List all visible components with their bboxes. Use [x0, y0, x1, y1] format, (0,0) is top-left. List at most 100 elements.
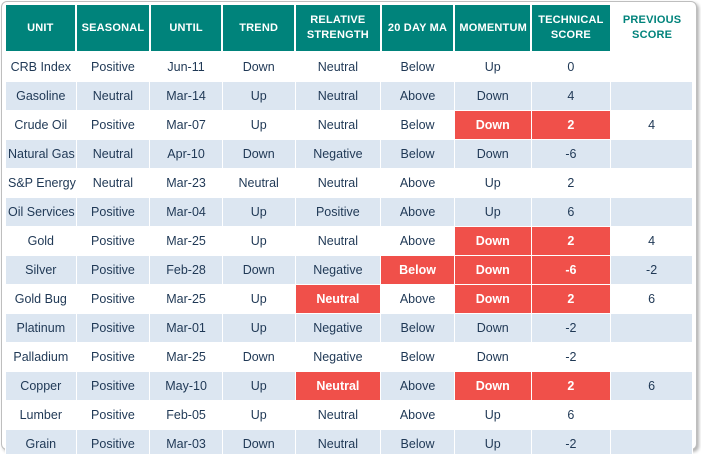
unit-cell: Copper [5, 371, 77, 401]
table-cell-technical-score: -2 [530, 342, 612, 372]
table-cell-20-day-ma: Above [380, 284, 455, 314]
table-cell-previous-score [610, 197, 693, 227]
table-cell-previous-score [610, 342, 693, 372]
table-cell-seasonal: Positive [75, 400, 151, 430]
table-cell-until: Feb-05 [149, 400, 223, 430]
table-row: Copper Positive May-10 Up Neutral Above Down 2 6 [5, 371, 693, 401]
column-header-until: UNTIL [149, 5, 224, 53]
table-cell-previous-score [610, 51, 693, 82]
column-header-relative-strength: RELATIVE STRENGTH [295, 5, 382, 53]
table-cell-until: Mar-25 [149, 342, 223, 372]
table-cell-20-day-ma: Above [380, 400, 455, 430]
table-cell-technical-score: -6 [530, 139, 612, 169]
table-cell-relative-strength: Neutral [294, 400, 382, 430]
table-cell-20-day-ma: Above [380, 371, 455, 401]
table-cell-previous-score: 4 [610, 226, 693, 256]
table-cell-trend: Down [221, 342, 296, 372]
table-cell-previous-score [610, 139, 693, 169]
table-cell-previous-score [610, 429, 693, 454]
unit-cell: Grain [5, 429, 77, 454]
table-cell-momentum: Down [453, 110, 532, 140]
unit-cell: Silver [5, 255, 77, 285]
table-cell-momentum: Down [453, 139, 532, 169]
table-cell-20-day-ma: Above [380, 226, 455, 256]
table-row: Gold Positive Mar-25 Up Neutral Above Down 2 4 [5, 226, 693, 256]
table-cell-relative-strength: Neutral [294, 81, 382, 111]
table-cell-until: May-10 [149, 371, 223, 401]
unit-cell: Gold [5, 226, 77, 256]
table-cell-20-day-ma: Below [380, 342, 455, 372]
table-cell-until: Mar-25 [149, 226, 223, 256]
table-row: Platinum Positive Mar-01 Up Negative Below Dow… [5, 313, 693, 343]
column-header-trend: TREND [222, 5, 296, 53]
table-cell-technical-score: 6 [530, 197, 612, 227]
table-cell-technical-score: 0 [530, 51, 612, 82]
table-header: UNIT SEASONAL UNTIL TREND RELATIVE STRENGTH 2… [5, 5, 693, 53]
table-cell-momentum: Up [453, 429, 532, 454]
table-row: Natural Gas Neutral Apr-10 Down Negative Belo… [5, 139, 693, 169]
table-cell-technical-score: 4 [530, 81, 612, 111]
column-header-unit: UNIT [5, 5, 78, 53]
table-cell-20-day-ma: Below [380, 313, 455, 343]
table-cell-previous-score: 6 [610, 284, 693, 314]
table-row: Gasoline Neutral Mar-14 Up Neutral Above Down 4 [5, 81, 693, 111]
header-row: UNIT SEASONAL UNTIL TREND RELATIVE STRENGTH 2… [5, 5, 693, 53]
table-cell-momentum: Down [453, 226, 532, 256]
table-cell-20-day-ma: Below [380, 51, 455, 82]
table-cell-seasonal: Neutral [75, 168, 151, 198]
table-cell-relative-strength: Neutral [294, 284, 382, 314]
table-cell-until: Mar-04 [149, 197, 223, 227]
table-cell-previous-score: 6 [610, 371, 693, 401]
column-header-momentum: MOMENTUM [454, 5, 533, 53]
table-row: Silver Positive Feb-28 Down Negative Below Dow… [5, 255, 693, 285]
unit-cell: Crude Oil [5, 110, 77, 140]
table-cell-previous-score [610, 81, 693, 111]
table-cell-20-day-ma: Below [380, 429, 455, 454]
table-cell-relative-strength: Negative [294, 313, 382, 343]
table-cell-seasonal: Neutral [75, 81, 151, 111]
table-cell-seasonal: Positive [75, 313, 151, 343]
column-header-previous-score: PREVIOUS SCORE [610, 5, 693, 53]
unit-cell: Lumber [5, 400, 77, 430]
table-row: Oil Services Positive Mar-04 Up Positive Abov… [5, 197, 693, 227]
table-cell-technical-score: 2 [530, 284, 612, 314]
table-cell-seasonal: Positive [75, 110, 151, 140]
table-body: CRB Index Positive Jun-11 Down Neutral Below U… [5, 51, 693, 454]
table-cell-previous-score [610, 313, 693, 343]
unit-cell: Palladium [5, 342, 77, 372]
table-cell-until: Feb-28 [149, 255, 223, 285]
table-cell-technical-score: -2 [530, 429, 612, 454]
table-cell-seasonal: Positive [75, 371, 151, 401]
table-cell-20-day-ma: Below [380, 255, 455, 285]
table-cell-trend: Up [221, 110, 296, 140]
table-cell-technical-score: 6 [530, 400, 612, 430]
table-cell-trend: Up [221, 371, 296, 401]
table-cell-trend: Up [221, 226, 296, 256]
table-cell-20-day-ma: Below [380, 110, 455, 140]
table-cell-seasonal: Positive [75, 197, 151, 227]
table-cell-relative-strength: Neutral [294, 226, 382, 256]
table-cell-trend: Neutral [221, 168, 296, 198]
table-cell-until: Mar-03 [149, 429, 223, 454]
table-cell-momentum: Down [453, 284, 532, 314]
table-cell-previous-score [610, 168, 693, 198]
table-cell-relative-strength: Positive [294, 197, 382, 227]
table-row: Grain Positive Mar-03 Down Neutral Below Up -2 [5, 429, 693, 454]
table-cell-technical-score: 2 [530, 168, 612, 198]
table-cell-momentum: Down [453, 81, 532, 111]
table-row: Crude Oil Positive Mar-07 Up Neutral Below Dow… [5, 110, 693, 140]
column-header-20-day-ma: 20 DAY MA [380, 5, 456, 53]
table-cell-seasonal: Positive [75, 51, 151, 82]
table-cell-until: Mar-01 [149, 313, 223, 343]
table-cell-relative-strength: Neutral [294, 168, 382, 198]
table-cell-until: Mar-14 [149, 81, 223, 111]
table-cell-relative-strength: Neutral [294, 51, 382, 82]
table-row: CRB Index Positive Jun-11 Down Neutral Below U… [5, 51, 693, 82]
table-cell-technical-score: -6 [530, 255, 612, 285]
table-cell-momentum: Down [453, 371, 532, 401]
table-cell-relative-strength: Neutral [294, 371, 382, 401]
table-cell-20-day-ma: Below [380, 139, 455, 169]
table-cell-technical-score: 2 [530, 371, 612, 401]
table-cell-seasonal: Positive [75, 255, 151, 285]
